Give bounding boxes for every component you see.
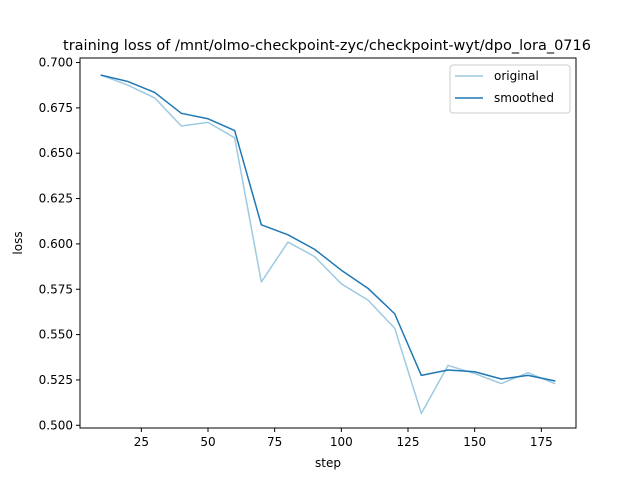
- x-tick-label: 175: [530, 435, 553, 449]
- y-tick-label: 0.500: [39, 418, 73, 432]
- x-tick-label: 125: [397, 435, 420, 449]
- axes-frame: [79, 57, 577, 429]
- x-axis-label: step: [315, 456, 341, 470]
- legend: original smoothed: [449, 64, 571, 114]
- y-tick-label: 0.700: [39, 56, 73, 70]
- y-axis-label: loss: [11, 231, 25, 254]
- x-tick-label: 75: [267, 435, 282, 449]
- y-tick-label: 0.650: [39, 146, 73, 160]
- legend-label-smoothed: smoothed: [494, 91, 554, 105]
- plot-area: [100, 74, 556, 415]
- legend-label-original: original: [494, 69, 539, 83]
- x-tick-label: 100: [330, 435, 353, 449]
- y-tick-label: 0.525: [39, 373, 73, 387]
- x-tick-label: 150: [463, 435, 486, 449]
- x-tick-label: 25: [134, 435, 149, 449]
- legend-box: [449, 64, 571, 114]
- y-tick-label: 0.675: [39, 101, 73, 115]
- chart-title: training loss of /mnt/olmo-checkpoint-zy…: [63, 38, 591, 54]
- x-tick-label: 50: [200, 435, 215, 449]
- series-line-original: [100, 74, 556, 415]
- y-tick-label: 0.600: [39, 237, 73, 251]
- y-axis: 0.500 0.525 0.550 0.575 0.600 0.625 0.650 0.675…: [39, 56, 80, 432]
- series-line-smoothed: [100, 74, 556, 382]
- y-tick-label: 0.550: [39, 328, 73, 342]
- x-axis: 25 50 75 100 125 150 175: [134, 428, 553, 449]
- y-tick-label: 0.575: [39, 282, 73, 296]
- y-tick-label: 0.625: [39, 192, 73, 206]
